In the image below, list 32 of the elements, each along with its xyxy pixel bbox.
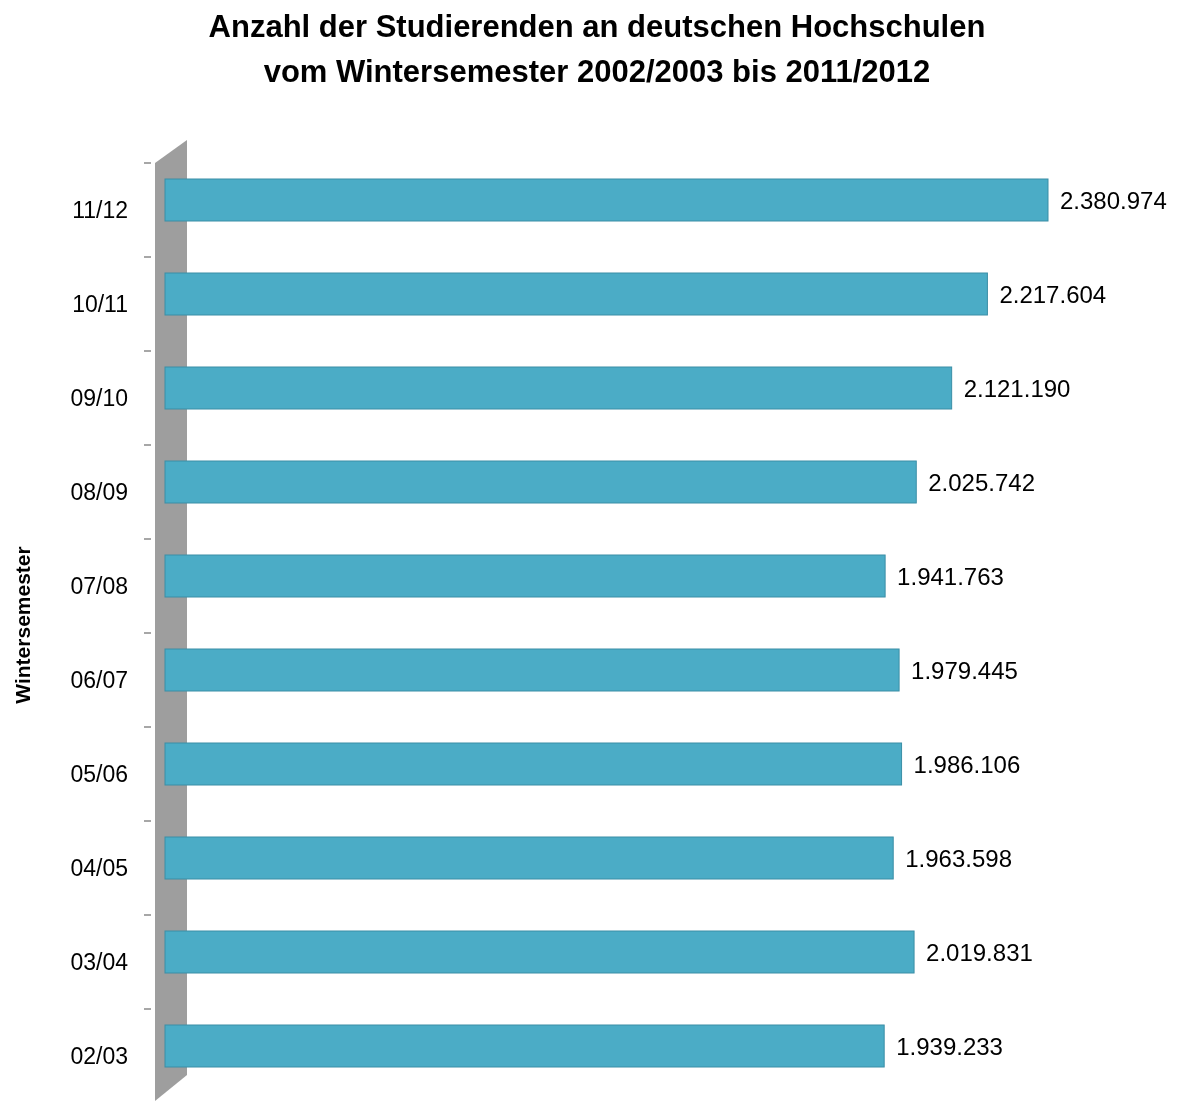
- data-label: 1.979.445: [911, 656, 1018, 684]
- y-tick-label: 02/03: [70, 1043, 128, 1069]
- bar: [164, 648, 900, 692]
- bar: [164, 272, 988, 316]
- bar: [164, 742, 903, 786]
- data-label: 2.380.974: [1060, 186, 1167, 214]
- data-label: 2.121.190: [963, 374, 1071, 402]
- chart-title: Anzahl der Studierenden an deutschen Hochschulen vom Wintersemester 2002/2003 bis 2011/2012: [208, 8, 986, 89]
- data-label: 1.941.763: [897, 562, 1004, 590]
- bar: [164, 836, 894, 880]
- data-label: 1.986.106: [913, 750, 1021, 778]
- y-tick-label: 10/11: [72, 291, 128, 317]
- y-tick-label: 05/06: [70, 761, 128, 787]
- y-tick-label: 04/05: [70, 855, 128, 881]
- y-axis-title: Wintersemester: [10, 546, 34, 704]
- bar: [164, 1024, 885, 1068]
- data-label: 2.217.604: [999, 280, 1107, 308]
- y-tick-label: 03/04: [70, 949, 129, 975]
- bar: [164, 554, 886, 598]
- y-tick-label: 07/08: [70, 573, 128, 599]
- data-label: 2.025.742: [928, 468, 1036, 496]
- bar: [164, 460, 917, 504]
- bar: [164, 366, 953, 410]
- bar: [164, 178, 1049, 222]
- y-tick-label: 08/09: [70, 479, 128, 505]
- bar: [164, 930, 915, 974]
- y-tick-label: 09/10: [70, 385, 128, 411]
- data-label: 2.019.831: [926, 938, 1033, 966]
- y-tick-label: 06/07: [70, 667, 128, 693]
- data-label: 1.939.233: [896, 1032, 1003, 1060]
- data-label: 1.963.598: [905, 844, 1012, 872]
- y-tick-label: 11/12: [72, 197, 128, 223]
